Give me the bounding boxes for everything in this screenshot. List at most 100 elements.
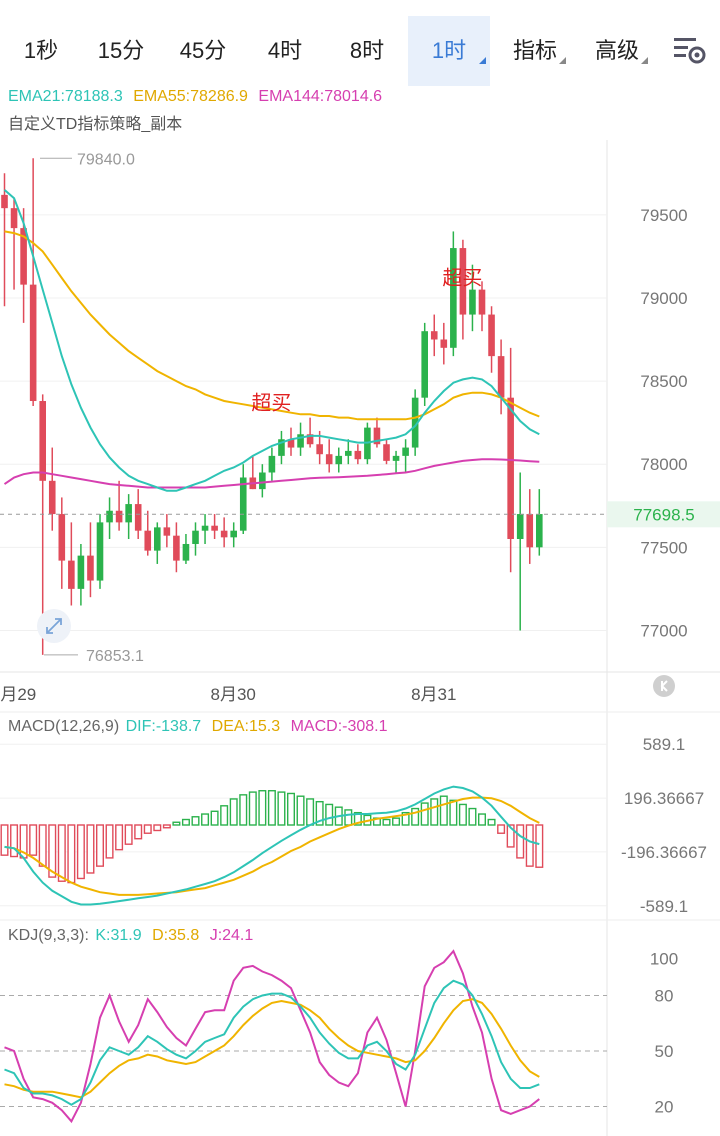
tab-8h[interactable]: 8时 [349,38,385,63]
chevron-down-icon [641,57,648,64]
macd-histogram-bar [162,824,171,829]
macd-histogram-bar [172,821,181,826]
date-label: 8月31 [411,685,456,704]
kdj-params: KDJ(9,3,3): [8,927,89,944]
macd-dea: DEA:15.3 [211,718,281,735]
macd-value: MACD:-308.1 [290,718,388,735]
macd-histogram-bar [392,817,401,826]
candle-body [220,530,228,538]
macd-histogram-bar [411,807,420,826]
candle-body [154,527,161,551]
kdj-tick-label: 20 [655,1098,674,1117]
candle-body [383,444,390,461]
macd-histogram-bar [115,824,124,851]
kdj-tick-label: 50 [655,1042,674,1061]
expand-icon-glyph [46,618,62,634]
macd-histogram-bar [458,803,467,826]
macd-histogram-bar [48,824,57,878]
macd-histogram-bar [287,792,296,826]
candle-body [450,248,457,348]
kdj-d: D:35.8 [152,927,200,944]
candle-body [1,194,8,209]
candle-body [134,504,142,531]
tab-1h[interactable]: 1时 [408,16,490,86]
ema55-line [4,230,540,421]
macd-histogram-bar [468,807,477,826]
candle-body [364,427,371,460]
candle-body [306,434,314,445]
macd-histogram-bar [57,824,66,882]
macd-tick-label: 196.36667 [624,789,704,808]
macd-histogram-bar [478,813,487,826]
candle-body [68,560,75,589]
tab-15m[interactable]: 15分 [97,38,145,63]
candle-body [421,331,428,398]
macd-tick-label: -196.36667 [621,843,707,862]
macd-histogram-bar [134,824,143,840]
candle-body [402,447,409,456]
candle-body [163,527,171,536]
candle-body [316,444,323,455]
macd-histogram-bar [67,824,76,884]
macd-histogram-bar [325,803,334,826]
macd-tick-label: -589.1 [640,897,688,916]
tab-1s[interactable]: 1秒 [23,38,59,63]
macd-histogram-bar [181,818,190,826]
candle-body [106,510,113,523]
candle-body [268,455,276,473]
candle-body [239,477,247,531]
macd-histogram-bar [277,791,286,826]
macd-dif-line [4,785,540,906]
price-tick-label: 79500 [640,206,687,225]
macd-histogram-bar [105,824,114,859]
candle-body [507,397,514,539]
last-price-label: 77698.5 [633,505,694,524]
macd-dif: DIF:-138.7 [125,718,202,735]
ema55-legend: EMA55:78286.9 [133,88,248,105]
candle-body [20,228,27,285]
macd-histogram-bar [10,824,19,858]
candle-body [144,530,152,551]
macd-histogram-bar [497,824,506,834]
candle-body [259,472,266,490]
candle-body [230,530,237,538]
candle-body [115,510,123,523]
macd-histogram-bar [143,824,152,834]
tab-1h-label: 1时 [431,38,467,63]
tab-45m[interactable]: 45分 [179,38,227,63]
strategy-name: 自定义TD指标策略_副本 [8,116,183,133]
ema144-legend: EMA144:78014.6 [258,88,383,105]
candle-body [125,504,132,523]
candle-body [287,439,295,448]
candle-body [469,289,476,315]
ema21-legend: EMA21:78188.3 [8,88,123,105]
candle-body [182,543,190,561]
macd-histogram-bar [19,824,28,859]
tab-4h[interactable]: 4时 [267,38,303,63]
tab-indicators[interactable]: 指标 [500,16,570,86]
kdj-tick-label: 80 [655,987,674,1006]
date-label: 8月29 [0,685,36,704]
macd-histogram-bar [220,805,229,826]
macd-histogram-bar [439,795,448,826]
candle-body [488,314,495,357]
candle-body [29,284,37,402]
candle-body [345,450,352,456]
low-price-label: 76853.1 [86,648,144,665]
kdj-tick-label: 100 [650,950,678,969]
candle-body [87,555,94,581]
candle-body [411,397,419,448]
tab-advanced[interactable]: 高级 [582,16,652,86]
macd-legend: MACD(12,26,9) DIF:-138.7 DEA:15.3 MACD:-… [8,718,394,736]
macd-histogram-bar [258,790,267,826]
price-tick-label: 78000 [640,455,687,474]
macd-histogram-bar [420,802,429,826]
macd-histogram-bar [306,798,315,826]
macd-histogram-bar [363,814,372,826]
macd-histogram-bar [315,800,324,826]
macd-histogram-bar [401,811,410,826]
chart-settings-icon[interactable] [672,34,706,66]
kdj-legend: KDJ(9,3,3): K:31.9 D:35.8 J:24.1 [8,927,259,945]
kdj-k: K:31.9 [95,927,142,944]
